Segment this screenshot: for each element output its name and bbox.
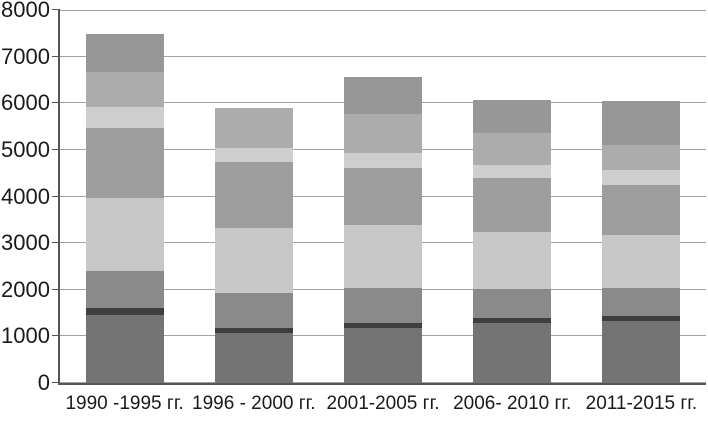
bar-5-segment-4-light-gray (602, 234, 681, 288)
plot-area (52, 9, 706, 383)
y-axis-tick-5000 (52, 148, 60, 150)
y-axis-tick-labels: 0 1000 2000 3000 4000 5000 6000 7000 8000 (0, 0, 50, 394)
bar-2-segment-6-pale-gray (214, 147, 293, 162)
bar-1-segment-5-mid-gray (85, 128, 164, 199)
bar-4-segment-6-pale-gray (473, 164, 552, 179)
bar-1-segment-6-pale-gray (85, 106, 164, 129)
x-category-label-4: 2006- 2010 гг. (453, 393, 572, 414)
bar-1-segment-8-top-dim-gray (85, 33, 164, 72)
y-axis-tick-6000 (52, 102, 60, 104)
bar-4-segment-3-medium-gray (473, 288, 552, 319)
stacked-bar-4 (473, 10, 552, 383)
gridline-7000 (60, 55, 706, 57)
stacked-bar-5 (602, 10, 681, 383)
y-axis-tick-8000 (52, 9, 60, 10)
y-tick-label-5000: 5000 (1, 136, 50, 162)
bar-3-segment-1-bottom-dark-gray (344, 327, 422, 383)
bar-4-segment-8-top-dim-gray (473, 100, 552, 134)
bar-4-segment-2-thin-near-black (473, 317, 552, 323)
y-tick-label-1000: 1000 (1, 323, 50, 349)
y-tick-label-8000: 8000 (1, 0, 50, 22)
x-category-label-1: 1990 -1995 гг. (65, 393, 184, 414)
y-axis-line (58, 9, 60, 384)
x-category-label-2: 1996 - 2000 гг. (192, 393, 316, 414)
bar-1-segment-7-silver-gray (85, 71, 164, 107)
bar-2-segment-2-thin-near-black (214, 327, 293, 334)
bar-5-segment-7-silver-gray (602, 144, 681, 170)
bar-5-segment-1-bottom-dark-gray (602, 320, 681, 383)
bar-4-segment-7-silver-gray (473, 132, 552, 165)
y-axis-tick-4000 (52, 195, 60, 197)
bar-5-segment-8-top-dim-gray (602, 100, 681, 146)
y-tick-label-0: 0 (37, 370, 50, 395)
bar-2-segment-1-bottom-dark-gray (214, 332, 293, 383)
bar-5-segment-5-mid-gray (602, 184, 681, 235)
bar-1-segment-3-medium-gray (85, 270, 164, 309)
y-axis-tick-3000 (52, 242, 60, 244)
bar-4-segment-4-light-gray (473, 231, 552, 289)
bar-4-segment-5-mid-gray (473, 177, 552, 232)
x-category-label-5: 2011-2015 гг. (585, 393, 698, 414)
bar-5-segment-6-pale-gray (602, 169, 681, 185)
gridline-8000 (60, 10, 706, 11)
bar-2-segment-5-mid-gray (214, 161, 293, 229)
x-category-label-3: 2001-2005 гг. (326, 393, 440, 414)
y-tick-label-4000: 4000 (1, 183, 50, 209)
stacked-bar-1 (85, 10, 164, 383)
bar-4-segment-1-bottom-dark-gray (473, 322, 552, 383)
stacked-bar-3 (344, 10, 422, 383)
bar-3-segment-5-mid-gray (344, 167, 422, 225)
bar-1-segment-2-thin-near-black (85, 308, 164, 316)
y-tick-label-7000: 7000 (1, 43, 50, 69)
bar-3-segment-3-medium-gray (344, 287, 422, 323)
bar-1-segment-1-bottom-dark-gray (85, 315, 164, 383)
bar-5-segment-2-thin-near-black (602, 315, 681, 321)
y-axis-tick-2000 (52, 288, 60, 290)
bar-3-segment-6-pale-gray (344, 152, 422, 169)
y-tick-label-2000: 2000 (1, 276, 50, 302)
bar-2-segment-4-light-gray (214, 227, 293, 293)
bar-2-segment-7-silver-gray (214, 108, 293, 148)
y-tick-label-6000: 6000 (1, 90, 50, 116)
y-axis-tick-1000 (52, 335, 60, 337)
bar-5-segment-3-medium-gray (602, 287, 681, 316)
y-tick-label-3000: 3000 (1, 230, 50, 256)
bar-1-segment-4-light-gray (85, 197, 164, 271)
stacked-bar-2 (214, 10, 293, 383)
bar-3-segment-2-thin-near-black (344, 322, 422, 328)
y-axis-tick-0 (52, 382, 60, 383)
bar-3-segment-4-light-gray (344, 224, 422, 288)
x-axis-category-labels: 1990 -1995 гг. 1996 - 2000 гг. 2001-2005 г… (60, 393, 706, 416)
x-axis-line (58, 383, 706, 385)
bar-2-segment-3-medium-gray (214, 292, 293, 328)
y-axis-tick-7000 (52, 55, 60, 57)
bar-3-segment-8-top-dim-gray (344, 76, 422, 115)
bar-3-segment-7-silver-gray (344, 114, 422, 154)
